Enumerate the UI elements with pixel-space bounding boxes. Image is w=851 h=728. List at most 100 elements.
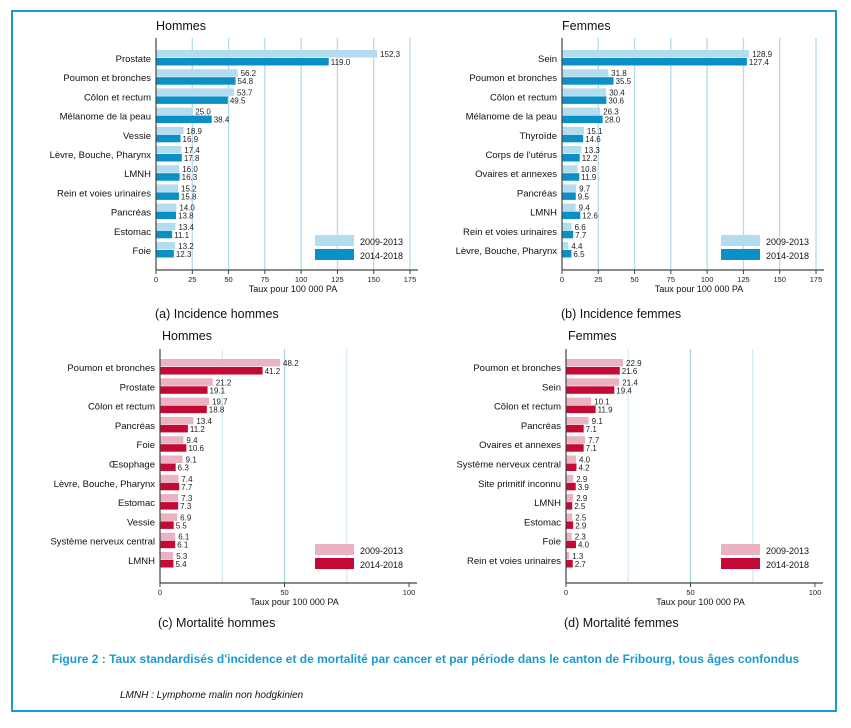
- data-label: 7.4: [181, 475, 193, 484]
- chart-incidence-femmes: Femmes Sein 128.9 127.4 Poumon et bronches 31…: [406, 0, 831, 321]
- data-label: 9.4: [579, 204, 591, 213]
- bar-2009-2013: [156, 69, 238, 77]
- data-label: 4.4: [571, 242, 583, 251]
- data-label: 18.9: [186, 127, 202, 136]
- bar-2009-2013: [562, 50, 750, 58]
- category-label: Sein: [538, 54, 557, 65]
- data-label: 4.0: [578, 541, 590, 550]
- bar-2009-2013: [156, 222, 176, 231]
- data-label: 15.8: [181, 192, 197, 201]
- bar-2014-2018: [156, 58, 329, 66]
- bar-2014-2018: [566, 521, 574, 529]
- data-label: 4.0: [579, 456, 591, 465]
- bar-2009-2013: [160, 494, 179, 502]
- category-label: Côlon et rectum: [84, 92, 151, 103]
- bar-2009-2013: [156, 242, 176, 250]
- bar-2014-2018: [156, 134, 181, 143]
- category-label: Mélanome de la peau: [466, 112, 557, 123]
- bar-2014-2018: [160, 540, 176, 549]
- category-label: Système nerveux central: [456, 460, 561, 471]
- bar-2014-2018: [566, 405, 596, 414]
- x-tick-label: 175: [810, 275, 823, 284]
- bar-2009-2013: [160, 359, 281, 367]
- data-label: 9.1: [186, 456, 198, 465]
- data-label: 28.0: [605, 116, 621, 125]
- data-label: 11.2: [190, 425, 206, 434]
- data-label: 5.3: [176, 552, 188, 561]
- chart-incidence-hommes: Hommes Prostate 152.3 119.0 Poumon et bronch…: [0, 0, 425, 321]
- bar-2014-2018: [562, 134, 584, 143]
- bar-2014-2018: [562, 154, 580, 162]
- data-label: 152.3: [380, 50, 401, 59]
- bar-2014-2018: [160, 405, 207, 414]
- bar-2009-2013: [160, 397, 210, 406]
- bar-2014-2018: [566, 386, 615, 394]
- data-label: 15.1: [587, 127, 603, 136]
- bar-2014-2018: [562, 250, 572, 258]
- bar-2009-2013: [566, 455, 576, 463]
- data-label: 14.0: [179, 204, 195, 213]
- bar-2014-2018: [160, 424, 188, 433]
- data-label: 6.6: [575, 223, 587, 232]
- data-label: 38.4: [214, 116, 230, 125]
- bar-2009-2013: [562, 222, 572, 231]
- bar-2014-2018: [156, 77, 236, 85]
- category-label: Poumon et bronches: [473, 363, 561, 374]
- data-label: 4.2: [578, 464, 590, 473]
- data-label: 6.3: [178, 464, 190, 473]
- category-label: Estomac: [118, 498, 155, 509]
- x-tick-label: 0: [560, 275, 564, 284]
- bar-2014-2018: [160, 521, 174, 529]
- data-label: 13.4: [196, 417, 212, 426]
- data-label: 2.3: [575, 533, 587, 542]
- data-label: 13.3: [584, 146, 600, 155]
- chart-title: Hommes: [162, 329, 212, 343]
- data-label: 2.9: [576, 475, 588, 484]
- data-label: 25.0: [195, 108, 211, 117]
- x-tick-label: 100: [701, 275, 714, 284]
- bar-2009-2013: [156, 88, 234, 96]
- bar-2009-2013: [156, 50, 378, 58]
- data-label: 26.3: [603, 108, 619, 117]
- x-tick-label: 175: [404, 275, 417, 284]
- chart-mortalite-hommes: Hommes Poumon et bronches 48.2 41.2 Prostate…: [0, 318, 425, 633]
- category-label: Système nerveux central: [50, 537, 155, 548]
- category-label: Poumon et bronches: [469, 73, 557, 84]
- data-label: 14.6: [585, 135, 601, 144]
- bar-2014-2018: [156, 230, 173, 239]
- legend-swatch: [315, 558, 354, 569]
- x-tick-label: 25: [188, 275, 196, 284]
- category-label: Mélanome de la peau: [60, 112, 151, 123]
- chart-svg: Hommes Poumon et bronches 48.241.2 Prostate…: [50, 329, 417, 607]
- category-label: Sein: [542, 382, 561, 393]
- bar-2009-2013: [566, 474, 574, 483]
- x-axis-label: Taux pour 100 000 PA: [250, 597, 338, 607]
- category-label: Corps de l'utérus: [485, 150, 557, 161]
- x-tick-label: 0: [564, 588, 568, 597]
- bar-2014-2018: [562, 77, 614, 85]
- x-tick-label: 100: [809, 588, 822, 597]
- category-label: Lèvre, Bouche, Pharynx: [456, 246, 558, 257]
- bar-2009-2013: [562, 107, 601, 116]
- legend-label: 2014-2018: [360, 560, 403, 570]
- chart-svg: Hommes Prostate 152.3 119.0 Poumon et bronch…: [50, 19, 418, 294]
- data-label: 9.4: [186, 436, 198, 445]
- data-label: 6.1: [178, 533, 190, 542]
- category-label: LMNH: [530, 208, 557, 219]
- bar-2014-2018: [566, 463, 577, 471]
- bar-2014-2018: [156, 173, 180, 181]
- data-label: 3.9: [578, 483, 590, 492]
- category-label: Côlon et rectum: [494, 402, 561, 413]
- data-label: 21.2: [216, 378, 232, 387]
- category-label: Pancréas: [521, 421, 561, 432]
- category-label: Poumon et bronches: [67, 363, 155, 374]
- data-label: 2.9: [575, 521, 587, 530]
- category-label: Vessie: [123, 131, 151, 142]
- chart-title: Hommes: [156, 19, 206, 33]
- bar-2014-2018: [156, 115, 212, 124]
- x-axis-label: Taux pour 100 000 PA: [249, 284, 337, 294]
- chart-caption: (a) Incidence hommes: [155, 307, 279, 321]
- data-label: 2.9: [576, 494, 588, 503]
- x-tick-label: 25: [594, 275, 602, 284]
